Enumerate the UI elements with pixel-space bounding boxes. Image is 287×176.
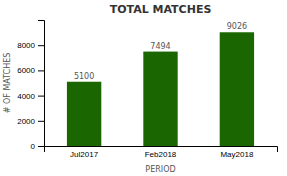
- data-label: 7494: [150, 42, 170, 51]
- y-tick: 0: [31, 142, 44, 151]
- y-tick: 6000: [17, 66, 44, 75]
- y-tick: 4000: [17, 92, 44, 101]
- y-tick: 2000: [17, 117, 44, 126]
- bar: [220, 32, 254, 146]
- bars: [67, 32, 254, 146]
- tick-mark: [38, 96, 44, 97]
- data-label: 9026: [227, 22, 247, 31]
- chart: 0 2000 4000 6000 8000 Jul2017 Feb2018 May2018 51…: [0, 0, 287, 176]
- tick-label: Feb2018: [145, 150, 177, 159]
- tick-label: May2018: [220, 150, 253, 159]
- x-axis-title: PERIOD: [145, 165, 175, 174]
- y-tick: 8000: [17, 41, 44, 50]
- tick-mark: [38, 70, 44, 71]
- axis-line: [38, 21, 45, 147]
- y-axis: 0 2000 4000 6000 8000: [17, 21, 44, 152]
- tick-label: 4000: [17, 92, 35, 101]
- x-tick: May2018: [220, 150, 253, 159]
- bar: [67, 82, 101, 146]
- tick-label: 2000: [17, 117, 35, 126]
- tick-mark: [38, 45, 44, 46]
- x-tick: Jul2017: [70, 150, 99, 159]
- x-axis: Jul2017 Feb2018 May2018: [45, 147, 278, 159]
- data-labels: 5100 7494 9026: [74, 22, 247, 80]
- tick-label: 0: [31, 142, 36, 151]
- bar: [143, 52, 177, 146]
- x-tick: Feb2018: [145, 150, 177, 159]
- tick-mark: [38, 121, 44, 122]
- title: TOTAL MATCHES: [110, 3, 212, 16]
- data-label: 5100: [74, 72, 94, 81]
- plot-area: 0 2000 4000 6000 8000 Jul2017 Feb2018 May2018 51…: [17, 21, 277, 159]
- y-axis-title: # OF MATCHES: [3, 53, 12, 114]
- tick-label: Jul2017: [70, 150, 99, 159]
- tick-label: 6000: [17, 66, 35, 75]
- tick-label: 8000: [17, 41, 35, 50]
- tick-mark: [38, 146, 44, 147]
